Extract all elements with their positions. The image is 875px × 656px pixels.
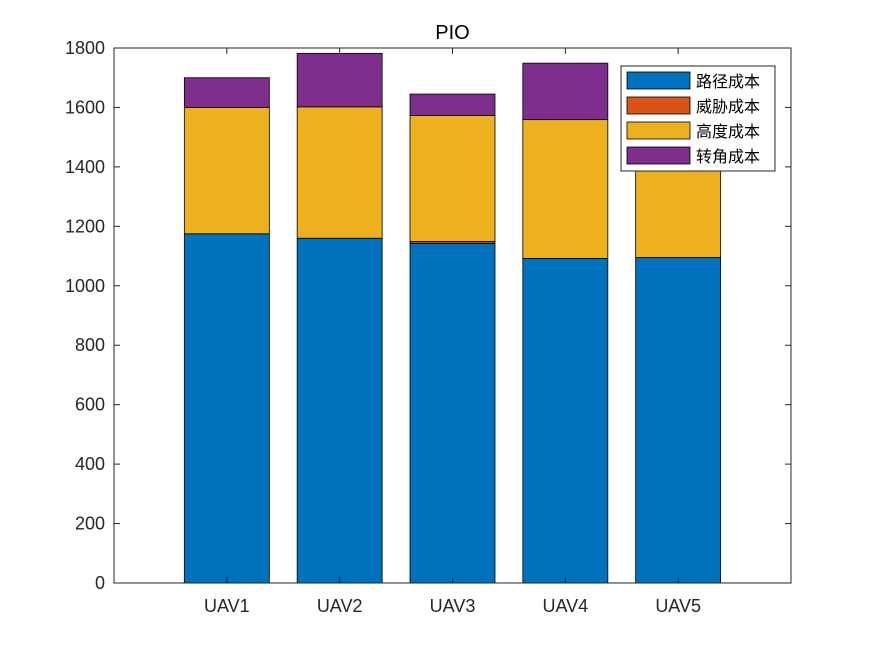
y-tick-label: 1800 [65,38,105,58]
bar-uav5-series-1 [635,257,722,584]
x-tick-label: UAV4 [542,596,588,616]
legend-swatch [626,71,691,90]
y-tick-label: 1200 [65,216,105,236]
bar-uav1-series-3 [183,107,270,235]
bar-uav4-series-3 [522,119,609,259]
bar-uav5-series-3 [635,165,722,258]
x-tick-label: UAV3 [430,596,476,616]
legend-swatch [626,121,691,140]
bar-uav2-series-1 [296,237,383,584]
bar-uav4-series-1 [522,258,609,584]
bar-uav2-series-4 [296,52,383,108]
bar-uav3-series-4 [409,93,496,116]
legend-swatch [626,146,691,165]
bar-uav3-series-1 [409,242,496,584]
x-axis: UAV1 UAV2 UAV3 UAV4 UAV5 [204,48,701,616]
bars-group [183,52,722,584]
legend-label: 高度成本 [696,122,760,141]
bar-uav3-series-3 [409,115,496,242]
bar-uav2-series-3 [296,106,383,239]
y-tick-label: 1000 [65,276,105,296]
legend-label: 转角成本 [696,147,760,166]
y-tick-label: 400 [75,454,105,474]
bar-uav1-series-1 [183,233,270,584]
x-tick-label: UAV5 [655,596,701,616]
legend-swatch [626,96,691,115]
y-tick-label: 200 [75,514,105,534]
y-tick-label: 600 [75,395,105,415]
y-tick-label: 1600 [65,97,105,117]
bar-uav4-series-4 [522,62,609,121]
y-axis: 0 200 400 600 800 1000 1200 1400 1600 1800 [65,38,791,593]
bar-uav1-series-4 [183,77,270,108]
legend-label: 路径成本 [696,72,760,91]
x-tick-label: UAV1 [204,596,250,616]
legend-label: 威胁成本 [696,97,760,116]
chart-title: PIO [435,22,469,44]
x-tick-label: UAV2 [317,596,363,616]
y-tick-label: 0 [95,573,105,593]
y-tick-label: 1400 [65,157,105,177]
y-tick-label: 800 [75,335,105,355]
